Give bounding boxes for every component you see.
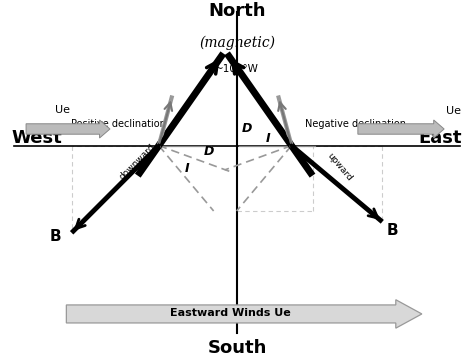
Text: D: D bbox=[204, 145, 214, 158]
Text: downward: downward bbox=[118, 142, 157, 181]
Text: Ue: Ue bbox=[55, 105, 70, 115]
Text: B: B bbox=[387, 223, 399, 238]
Text: D: D bbox=[242, 122, 252, 135]
Text: Positive declination: Positive declination bbox=[71, 119, 166, 129]
Text: upward: upward bbox=[325, 151, 354, 183]
Text: West: West bbox=[12, 130, 63, 148]
FancyArrow shape bbox=[66, 300, 422, 328]
Text: North: North bbox=[208, 3, 266, 20]
FancyArrow shape bbox=[26, 120, 110, 138]
Text: I: I bbox=[265, 132, 270, 145]
Text: Eastward Winds Ue: Eastward Winds Ue bbox=[170, 308, 290, 318]
Text: I: I bbox=[185, 162, 190, 175]
Text: South: South bbox=[207, 339, 267, 356]
Text: Negative declination: Negative declination bbox=[305, 119, 406, 129]
Text: East: East bbox=[419, 130, 462, 148]
Text: (magnetic): (magnetic) bbox=[199, 36, 275, 50]
FancyArrow shape bbox=[358, 120, 444, 138]
Text: ~100°W: ~100°W bbox=[215, 64, 259, 74]
Text: Ue: Ue bbox=[446, 106, 461, 116]
Text: B: B bbox=[50, 229, 61, 244]
